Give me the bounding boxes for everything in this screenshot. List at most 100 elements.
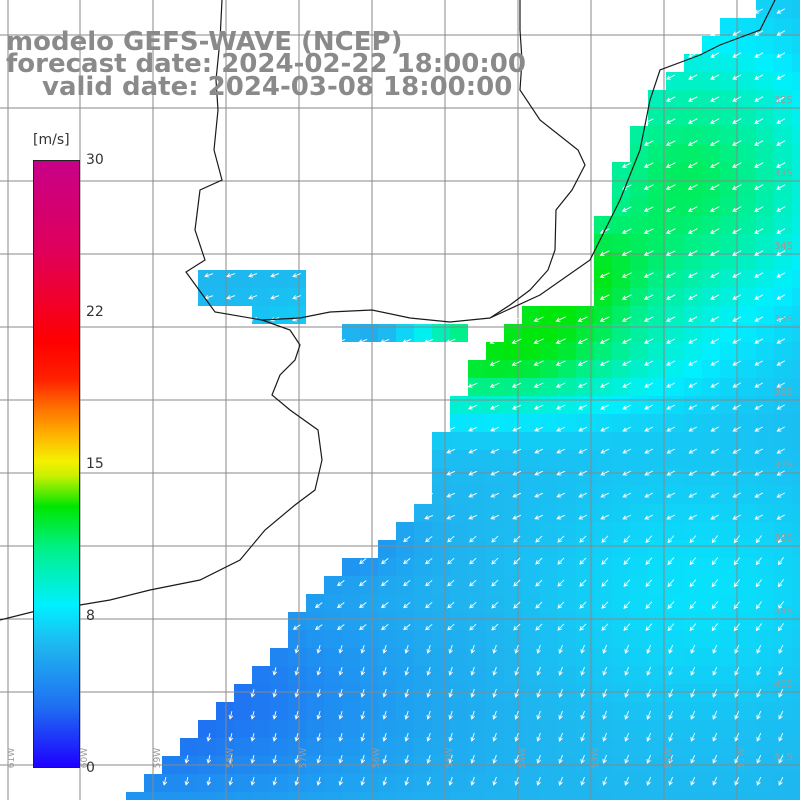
wind-speed-cell: [450, 540, 468, 558]
wind-speed-cell: [792, 252, 800, 270]
wind-speed-cell: [450, 720, 468, 738]
wind-speed-cell: [432, 486, 450, 504]
wind-speed-cell: [468, 576, 486, 594]
wind-arrow: [666, 382, 676, 388]
wind-speed-cell: [180, 738, 198, 756]
wind-speed-cell: [792, 738, 800, 756]
wind-speed-cell: [774, 396, 792, 414]
wind-arrow: [557, 535, 565, 543]
wind-speed-cell: [558, 594, 576, 612]
wind-arrow: [754, 52, 764, 58]
wind-speed-cell: [702, 594, 720, 612]
wind-arrow: [467, 382, 478, 388]
wind-arrow: [426, 666, 431, 676]
wind-arrow: [470, 754, 475, 764]
wind-arrow: [667, 623, 675, 632]
wind-speed-cell: [792, 720, 800, 738]
wind-speed-cell: [306, 630, 324, 648]
wind-speed-cell: [324, 774, 342, 792]
wind-speed-cell: [324, 684, 342, 702]
wind-speed-cell: [684, 540, 702, 558]
wind-arrow: [489, 360, 500, 366]
wind-speed-cell: [306, 720, 324, 738]
wind-arrow: [732, 448, 742, 454]
wind-arrow: [556, 404, 566, 410]
wind-speed-cell: [666, 774, 684, 792]
wind-arrow: [316, 644, 322, 654]
wind-arrow: [404, 754, 409, 764]
wind-speed-cell: [792, 360, 800, 378]
wind-speed-cell: [558, 414, 576, 432]
wind-speed-cell: [414, 666, 432, 684]
wind-speed-cell: [792, 306, 800, 324]
wind-speed-cell: [792, 630, 800, 648]
wind-speed-cell: [612, 414, 630, 432]
wind-speed-cell: [468, 702, 486, 720]
longitude-label: 59W: [153, 748, 163, 768]
wind-arrow: [403, 601, 411, 609]
wind-arrow: [734, 644, 740, 654]
wind-arrow: [711, 601, 719, 610]
wind-arrow: [754, 514, 764, 520]
wind-arrow: [687, 162, 698, 168]
wind-arrow: [777, 579, 784, 588]
wind-speed-cell: [756, 666, 774, 684]
wind-speed-cell: [630, 252, 648, 270]
wind-speed-cell: [720, 342, 738, 360]
wind-speed-cell: [792, 72, 800, 90]
wind-arrow: [469, 601, 477, 609]
wind-arrow: [426, 644, 431, 654]
wind-speed-cell: [720, 576, 738, 594]
wind-arrow: [710, 294, 720, 300]
wind-speed-cell: [774, 738, 792, 756]
wind-speed-cell: [288, 792, 306, 800]
wind-speed-cell: [792, 126, 800, 144]
wind-arrow: [776, 96, 786, 102]
wind-arrow: [380, 580, 389, 587]
wind-arrow: [514, 688, 519, 698]
wind-arrow: [556, 470, 566, 476]
wind-speed-cell: [558, 360, 576, 378]
wind-arrow: [513, 579, 521, 587]
wind-speed-cell: [774, 414, 792, 432]
wind-speed-cell: [540, 666, 558, 684]
wind-arrow: [601, 557, 609, 565]
wind-arrow: [403, 558, 411, 565]
wind-arrow: [469, 623, 477, 631]
wind-arrow: [535, 579, 543, 587]
wind-speed-cell: [630, 306, 648, 324]
wind-arrow: [689, 579, 697, 588]
wind-speed-cell: [612, 252, 630, 270]
wind-speed-cell: [738, 720, 756, 738]
wind-arrow: [228, 733, 234, 742]
wind-arrow: [492, 688, 497, 698]
wind-arrow: [755, 535, 762, 544]
wind-speed-cell: [738, 468, 756, 486]
wind-speed-cell: [306, 792, 324, 800]
wind-speed-cell: [576, 306, 594, 324]
wind-arrow: [446, 426, 456, 432]
wind-arrow: [468, 514, 478, 520]
wind-speed-cell: [396, 666, 414, 684]
wind-arrow: [710, 272, 720, 278]
wind-arrow: [709, 184, 720, 190]
wind-arrow: [665, 316, 676, 322]
wind-speed-cell: [468, 612, 486, 630]
wind-arrow: [535, 557, 543, 565]
wind-speed-cell: [774, 342, 792, 360]
wind-arrow: [579, 579, 587, 587]
wind-speed-cell: [360, 666, 378, 684]
wind-arrow: [754, 338, 764, 344]
wind-speed-cell: [504, 540, 522, 558]
wind-speed-cell: [378, 666, 396, 684]
wind-speed-cell: [162, 774, 180, 792]
wind-speed-cell: [360, 702, 378, 720]
wind-arrow: [228, 711, 234, 720]
longitude-label: 61W: [7, 748, 17, 768]
wind-speed-cell: [342, 792, 360, 800]
wind-speed-cell: [666, 468, 684, 486]
wind-arrow: [491, 557, 499, 565]
wind-speed-cell: [378, 684, 396, 702]
wind-speed-cell: [720, 126, 738, 144]
wind-arrow: [688, 492, 698, 498]
